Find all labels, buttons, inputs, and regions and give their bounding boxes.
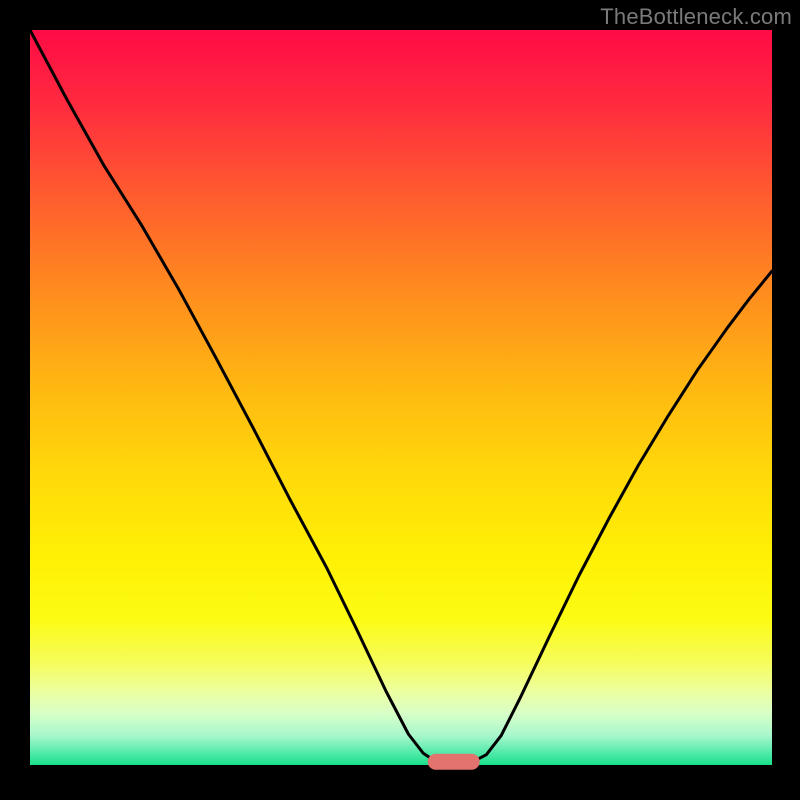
watermark-text: TheBottleneck.com: [600, 4, 792, 30]
chart-container: TheBottleneck.com: [0, 0, 800, 800]
plot-background: [30, 30, 772, 765]
bottleneck-chart: [0, 0, 800, 800]
optimal-marker: [428, 754, 480, 770]
